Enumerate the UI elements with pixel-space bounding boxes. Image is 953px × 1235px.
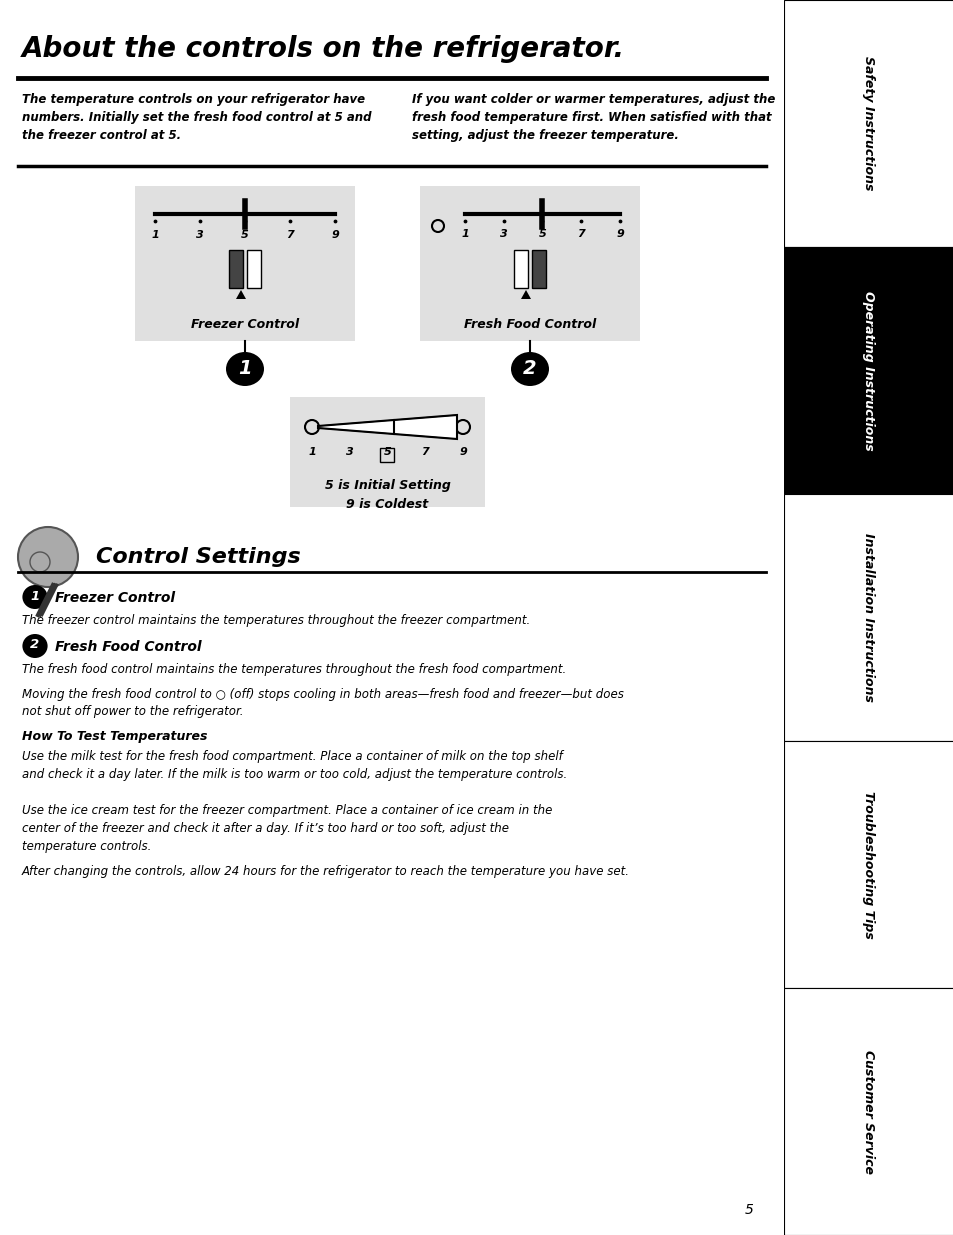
Polygon shape <box>317 415 456 438</box>
Circle shape <box>30 552 50 572</box>
Polygon shape <box>235 290 246 299</box>
Text: 2: 2 <box>522 358 537 378</box>
Bar <box>532 249 545 288</box>
Text: 3: 3 <box>499 228 507 240</box>
Text: Operating Instructions: Operating Instructions <box>862 290 875 451</box>
Text: Moving the fresh food control to ○ (off) stops cooling in both areas—fresh food : Moving the fresh food control to ○ (off)… <box>22 688 623 718</box>
Text: How To Test Temperatures: How To Test Temperatures <box>22 730 208 743</box>
Text: 5: 5 <box>383 447 391 457</box>
Ellipse shape <box>22 634 48 658</box>
Bar <box>783 741 953 988</box>
Ellipse shape <box>226 352 264 387</box>
Text: If you want colder or warmer temperatures, adjust the
fresh food temperature fir: If you want colder or warmer temperature… <box>412 93 775 142</box>
Circle shape <box>18 527 78 587</box>
Text: 2: 2 <box>30 638 40 652</box>
Text: 1: 1 <box>308 447 315 457</box>
Text: 1: 1 <box>238 358 252 378</box>
Text: Troubleshooting Tips: Troubleshooting Tips <box>862 790 875 939</box>
Ellipse shape <box>22 585 48 609</box>
Text: Fresh Food Control: Fresh Food Control <box>55 640 201 655</box>
Text: Installation Instructions: Installation Instructions <box>862 534 875 701</box>
Text: Freezer Control: Freezer Control <box>55 592 175 605</box>
Text: The fresh food control maintains the temperatures throughout the fresh food comp: The fresh food control maintains the tem… <box>22 663 566 676</box>
Bar <box>135 186 355 341</box>
Text: The freezer control maintains the temperatures throughout the freezer compartmen: The freezer control maintains the temper… <box>22 614 530 627</box>
Text: Fresh Food Control: Fresh Food Control <box>463 317 596 331</box>
Text: The temperature controls on your refrigerator have
numbers. Initially set the fr: The temperature controls on your refrige… <box>22 93 371 142</box>
Text: After changing the controls, allow 24 hours for the refrigerator to reach the te: After changing the controls, allow 24 ho… <box>22 864 629 878</box>
Text: 7: 7 <box>421 447 429 457</box>
Text: 1: 1 <box>151 230 159 240</box>
Text: 1: 1 <box>460 228 468 240</box>
Bar <box>783 0 953 247</box>
Text: 5 is Initial Setting
9 is Coldest: 5 is Initial Setting 9 is Coldest <box>324 479 450 511</box>
Text: 7: 7 <box>286 230 294 240</box>
Text: Use the milk test for the fresh food compartment. Place a container of milk on t: Use the milk test for the fresh food com… <box>22 750 567 853</box>
Text: 1: 1 <box>30 589 40 603</box>
Text: 9: 9 <box>616 228 623 240</box>
Text: Safety Instructions: Safety Instructions <box>862 57 875 190</box>
Bar <box>783 247 953 494</box>
Text: About the controls on the refrigerator.: About the controls on the refrigerator. <box>22 35 624 63</box>
Bar <box>229 249 243 288</box>
Bar <box>783 988 953 1235</box>
Text: 5: 5 <box>241 230 249 240</box>
Text: 5: 5 <box>538 228 546 240</box>
Text: 3: 3 <box>196 230 204 240</box>
Bar <box>290 396 484 508</box>
Bar <box>514 249 527 288</box>
Text: 9: 9 <box>331 230 338 240</box>
Text: 9: 9 <box>458 447 466 457</box>
Text: 5: 5 <box>743 1203 753 1216</box>
Bar <box>380 448 395 462</box>
Text: Control Settings: Control Settings <box>96 547 300 567</box>
Text: Freezer Control: Freezer Control <box>191 317 298 331</box>
Text: 7: 7 <box>577 228 584 240</box>
Bar <box>247 249 261 288</box>
Bar <box>419 186 639 341</box>
Ellipse shape <box>511 352 548 387</box>
Polygon shape <box>520 290 531 299</box>
Text: Customer Service: Customer Service <box>862 1050 875 1173</box>
Bar <box>783 494 953 741</box>
Text: 3: 3 <box>346 447 354 457</box>
